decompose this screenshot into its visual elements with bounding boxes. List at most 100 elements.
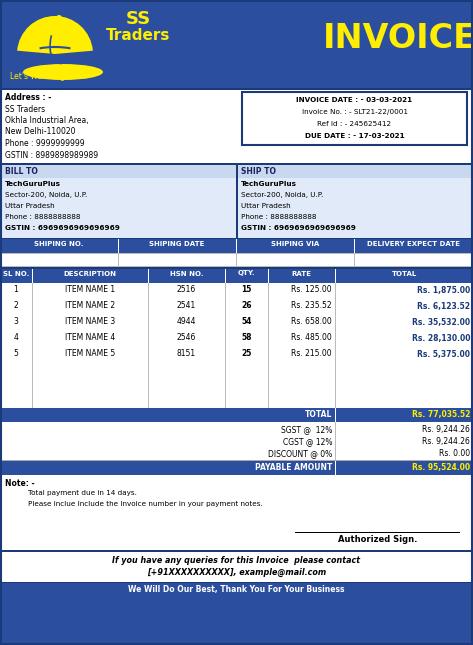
Bar <box>0 253 473 266</box>
Text: 26: 26 <box>241 301 252 310</box>
Text: 2541: 2541 <box>177 301 196 310</box>
Bar <box>32 315 33 330</box>
Text: ITEM NAME 1: ITEM NAME 1 <box>65 286 115 295</box>
Bar <box>236 239 237 253</box>
Bar <box>0 237 473 239</box>
Text: Rs. 1,875.00: Rs. 1,875.00 <box>417 286 470 295</box>
Text: Address : -: Address : - <box>5 93 52 102</box>
Bar <box>0 239 473 253</box>
Bar <box>0 583 473 645</box>
Text: SHIP TO: SHIP TO <box>241 166 276 175</box>
Bar <box>268 330 269 346</box>
Bar <box>268 315 269 330</box>
Bar <box>225 330 226 346</box>
Bar <box>148 299 149 315</box>
Bar <box>225 299 226 315</box>
Text: Traders: Traders <box>106 28 170 43</box>
Bar <box>0 88 473 90</box>
Text: Rs. 6,123.52: Rs. 6,123.52 <box>417 301 470 310</box>
Text: Total payment due in 14 days.: Total payment due in 14 days. <box>28 490 137 496</box>
Bar <box>0 346 473 362</box>
Text: DUE DATE : - 17-03-2021: DUE DATE : - 17-03-2021 <box>305 133 404 139</box>
Text: Rs. 77,035.52: Rs. 77,035.52 <box>412 410 470 419</box>
Text: INVOICE: INVOICE <box>323 22 473 55</box>
Bar <box>268 268 269 283</box>
Text: ITEM NAME 5: ITEM NAME 5 <box>65 350 115 359</box>
Bar <box>225 283 226 299</box>
Bar <box>0 362 473 408</box>
Bar <box>32 362 33 408</box>
Bar <box>0 164 473 177</box>
Ellipse shape <box>23 64 103 80</box>
Text: SHIPING VIA: SHIPING VIA <box>271 241 319 247</box>
Bar <box>0 283 473 299</box>
Bar <box>0 550 473 551</box>
Text: Rs. 28,130.00: Rs. 28,130.00 <box>412 333 470 342</box>
Bar <box>118 239 119 253</box>
Bar <box>0 163 473 164</box>
Text: 4944: 4944 <box>177 317 196 326</box>
Bar <box>148 315 149 330</box>
Text: 2516: 2516 <box>177 286 196 295</box>
Text: Rs. 235.52: Rs. 235.52 <box>291 301 332 310</box>
Bar <box>335 299 336 315</box>
Text: GSTIN : 6969696969696969: GSTIN : 6969696969696969 <box>241 225 356 232</box>
Text: SGST @  12%: SGST @ 12% <box>280 425 332 434</box>
Text: Rs. 9,244.26: Rs. 9,244.26 <box>422 425 470 434</box>
Text: Phone : 9999999999: Phone : 9999999999 <box>5 139 85 148</box>
Text: CGST @ 12%: CGST @ 12% <box>282 437 332 446</box>
Bar <box>335 330 336 346</box>
Text: Note: -: Note: - <box>5 479 35 488</box>
Text: SHIPING DATE: SHIPING DATE <box>149 241 205 247</box>
Text: If you have any queries for this Invoice  please contact: If you have any queries for this Invoice… <box>113 555 360 564</box>
Bar <box>0 267 473 268</box>
Bar <box>0 422 473 461</box>
Bar <box>335 346 336 362</box>
Text: Uttar Pradesh: Uttar Pradesh <box>241 203 290 209</box>
Text: ITEM NAME 4: ITEM NAME 4 <box>65 333 115 342</box>
Text: TechGuruPlus: TechGuruPlus <box>5 181 61 186</box>
Text: 1: 1 <box>14 286 18 295</box>
Bar <box>354 253 355 266</box>
Bar <box>0 177 473 237</box>
Bar <box>335 315 336 330</box>
Bar <box>225 315 226 330</box>
Text: New Delhi-110020: New Delhi-110020 <box>5 128 76 137</box>
Text: GSTIN : 6969696969696969: GSTIN : 6969696969696969 <box>5 225 120 232</box>
Text: TOTAL: TOTAL <box>305 410 332 419</box>
Text: 8151: 8151 <box>177 350 196 359</box>
Text: Phone : 8888888888: Phone : 8888888888 <box>241 214 316 220</box>
Bar <box>148 362 149 408</box>
Bar <box>32 299 33 315</box>
Text: SS: SS <box>125 10 150 28</box>
Bar <box>0 408 473 422</box>
Text: 25: 25 <box>241 350 252 359</box>
Text: Uttar Pradesh: Uttar Pradesh <box>5 203 54 209</box>
Text: DISCOUNT @ 0%: DISCOUNT @ 0% <box>268 450 332 459</box>
Bar <box>0 461 473 475</box>
Bar <box>148 346 149 362</box>
Text: Rs. 95,524.00: Rs. 95,524.00 <box>412 463 470 472</box>
Bar <box>32 346 33 362</box>
Text: SHIPING NO.: SHIPING NO. <box>34 241 84 247</box>
Text: DELIVERY EXPECT DATE: DELIVERY EXPECT DATE <box>367 241 460 247</box>
Bar <box>335 461 336 475</box>
Bar <box>148 268 149 283</box>
Text: Invoice No. : - SLT21-22/0001: Invoice No. : - SLT21-22/0001 <box>301 109 408 115</box>
Text: Okhla Industrial Area,: Okhla Industrial Area, <box>5 116 88 125</box>
Text: Rs. 0.00: Rs. 0.00 <box>439 450 470 459</box>
Text: 58: 58 <box>241 333 252 342</box>
Bar <box>32 330 33 346</box>
Text: [+91XXXXXXXXXX], example@mail.com: [+91XXXXXXXXXX], example@mail.com <box>147 568 326 577</box>
Bar <box>148 330 149 346</box>
Text: Let's Work Together.: Let's Work Together. <box>10 72 87 81</box>
Text: Authorized Sign.: Authorized Sign. <box>338 535 418 544</box>
Text: 2: 2 <box>14 301 18 310</box>
Text: ITEM NAME 2: ITEM NAME 2 <box>65 301 115 310</box>
Text: ITEM NAME 3: ITEM NAME 3 <box>65 317 115 326</box>
Bar <box>268 299 269 315</box>
Bar <box>335 283 336 299</box>
Text: GSTIN : 8989898989989: GSTIN : 8989898989989 <box>5 150 98 159</box>
Text: 15: 15 <box>241 286 252 295</box>
Bar <box>225 268 226 283</box>
